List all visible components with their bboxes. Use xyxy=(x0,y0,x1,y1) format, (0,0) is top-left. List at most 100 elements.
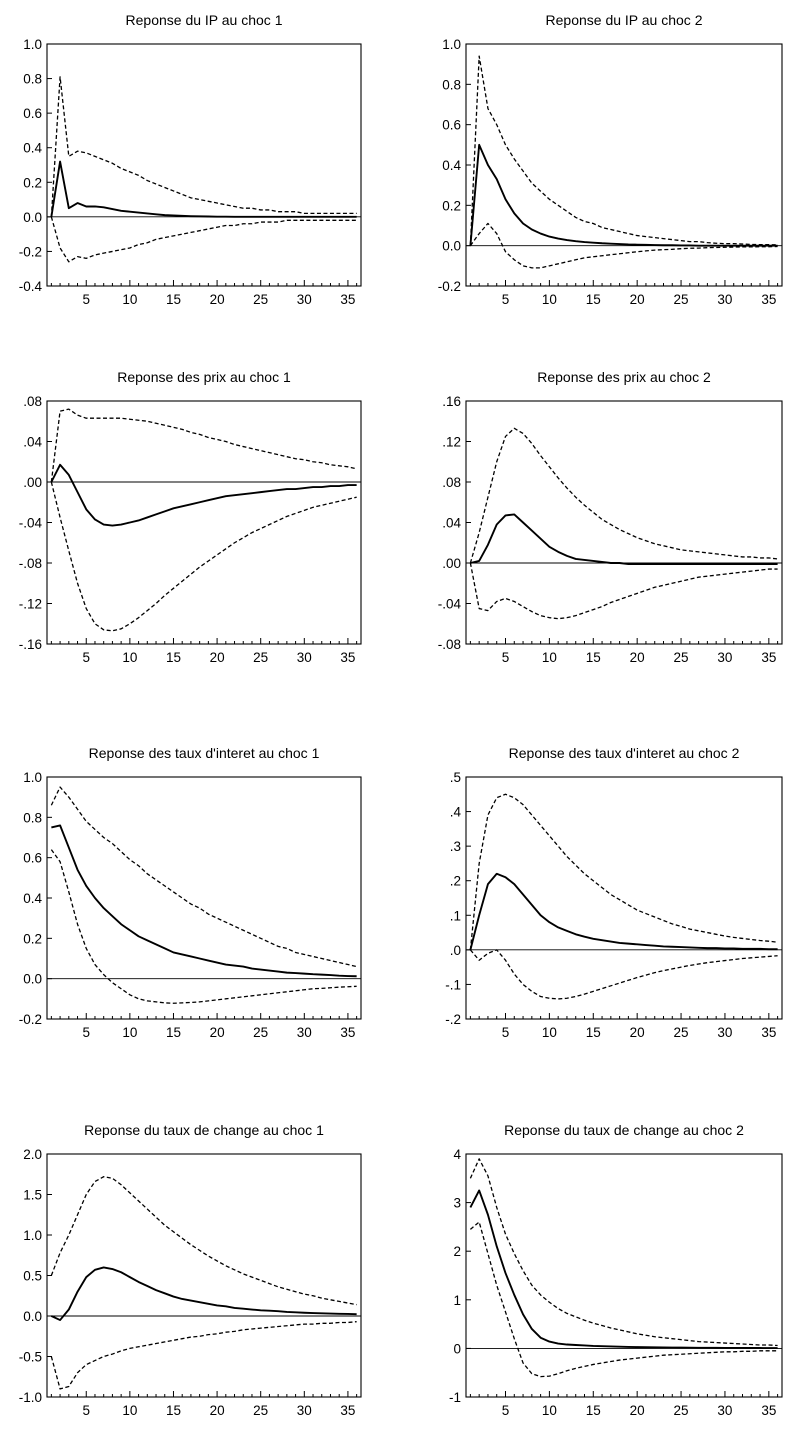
chart-panel-5: Reponse des taux d'interet au choc 1 -0.2… xyxy=(19,745,362,1040)
y-tick-label: .2 xyxy=(450,874,461,889)
x-tick-label: 25 xyxy=(674,650,689,665)
y-tick-label: 3 xyxy=(453,1196,461,1211)
x-tick-label: 10 xyxy=(542,650,557,665)
y-tick-label: .3 xyxy=(450,839,461,854)
x-tick-label: 15 xyxy=(166,1025,181,1040)
confidence-band-line xyxy=(469,949,778,1000)
chart-title: Reponse des prix au choc 2 xyxy=(537,369,711,385)
confidence-band-line xyxy=(469,793,778,950)
confidence-band-line xyxy=(50,1176,357,1306)
y-tick-label: .00 xyxy=(442,556,461,571)
x-tick-label: 5 xyxy=(82,650,90,665)
x-tick-label: 25 xyxy=(253,1403,268,1418)
chart-panel-2: Reponse du IP au choc 2 -0.2 0.0 0.2 0.4 0.6 0… xyxy=(438,12,783,307)
plot-frame xyxy=(465,776,783,1020)
chart-panel-8: Reponse du taux de change au choc 2 -1 0 1 2… xyxy=(449,1122,783,1418)
chart-title: Reponse du IP au choc 1 xyxy=(126,12,283,28)
y-tick-label: -1 xyxy=(449,1390,461,1405)
response-line xyxy=(469,1189,778,1350)
x-tick-label: 35 xyxy=(340,650,355,665)
confidence-band-line xyxy=(469,222,778,269)
y-tick-label: -.16 xyxy=(19,637,42,652)
y-tick-label: -.08 xyxy=(438,637,461,652)
y-tick-label: -1.0 xyxy=(19,1390,42,1405)
confidence-band-line xyxy=(50,849,357,1004)
x-tick-label: 20 xyxy=(630,1403,645,1418)
y-tick-label: -0.4 xyxy=(19,279,43,294)
x-tick-label: 10 xyxy=(122,1025,137,1040)
y-tick-label: -0.5 xyxy=(19,1350,42,1365)
y-tick-label: 1 xyxy=(453,1293,461,1308)
x-tick-label: 20 xyxy=(630,1025,645,1040)
y-tick-label: -.12 xyxy=(19,597,42,612)
y-tick-label: 0.6 xyxy=(23,106,42,121)
y-tick-label: .04 xyxy=(442,516,461,531)
x-tick-label: 30 xyxy=(297,292,312,307)
plot-frame xyxy=(46,43,362,287)
chart-title: Reponse des prix au choc 1 xyxy=(117,369,291,385)
x-tick-label: 5 xyxy=(82,1025,90,1040)
x-tick-label: 35 xyxy=(761,292,776,307)
x-tick-label: 5 xyxy=(82,292,90,307)
y-tick-label: 2 xyxy=(453,1244,461,1259)
y-tick-label: .08 xyxy=(442,475,461,490)
y-tick-label: 0.6 xyxy=(23,851,42,866)
response-line xyxy=(469,143,778,247)
y-tick-label: 0.0 xyxy=(442,239,461,254)
response-line xyxy=(469,872,778,951)
y-tick-label: 0 xyxy=(453,1341,461,1356)
chart-panel-1: Reponse du IP au choc 1 -0.4 -0.2 0.0 0.2 0.4… xyxy=(19,12,362,307)
y-tick-label: 4 xyxy=(453,1147,461,1162)
x-tick-label: 15 xyxy=(586,1025,601,1040)
y-tick-label: -.2 xyxy=(445,1012,461,1027)
y-tick-label: 0.0 xyxy=(23,972,42,987)
confidence-band-line xyxy=(50,76,357,217)
x-tick-label: 5 xyxy=(502,1025,510,1040)
y-tick-label: 0.2 xyxy=(23,931,42,946)
confidence-band-line xyxy=(469,562,778,620)
y-tick-label: -.04 xyxy=(19,516,43,531)
x-tick-label: 15 xyxy=(166,650,181,665)
x-tick-label: 20 xyxy=(630,292,645,307)
confidence-band-line xyxy=(50,1321,357,1390)
y-tick-label: 2.0 xyxy=(23,1147,42,1162)
plot-frame xyxy=(465,1153,783,1398)
chart-title: Reponse des taux d'interet au choc 2 xyxy=(509,745,740,761)
x-tick-label: 10 xyxy=(542,1403,557,1418)
confidence-band-line xyxy=(469,427,778,564)
y-tick-label: 0.0 xyxy=(23,210,42,225)
x-tick-label: 30 xyxy=(297,1403,312,1418)
y-tick-label: 0.2 xyxy=(23,175,42,190)
x-tick-label: 5 xyxy=(502,650,510,665)
x-tick-label: 30 xyxy=(717,292,732,307)
y-tick-label: .5 xyxy=(450,770,461,785)
x-tick-label: 15 xyxy=(586,650,601,665)
chart-panel-4: Reponse des prix au choc 2 -.08 -.04 .00 .04… xyxy=(438,369,783,665)
x-tick-label: 30 xyxy=(717,1025,732,1040)
x-tick-label: 15 xyxy=(166,1403,181,1418)
y-tick-label: 1.5 xyxy=(23,1188,42,1203)
y-tick-label: -0.2 xyxy=(19,1012,42,1027)
response-line xyxy=(50,1266,357,1322)
x-tick-label: 15 xyxy=(586,1403,601,1418)
y-tick-label: .1 xyxy=(450,908,461,923)
y-tick-label: .08 xyxy=(23,394,42,409)
confidence-band-line xyxy=(469,1221,778,1378)
x-tick-label: 35 xyxy=(761,1025,776,1040)
y-tick-label: 0.4 xyxy=(23,891,42,906)
y-tick-label: 0.0 xyxy=(23,1309,42,1324)
y-tick-label: 1.0 xyxy=(23,1228,42,1243)
chart-panel-7: Reponse du taux de change au choc 1 -1.0 -… xyxy=(19,1122,362,1418)
x-tick-label: 35 xyxy=(340,1403,355,1418)
y-tick-label: 0.6 xyxy=(442,118,461,133)
y-tick-label: .12 xyxy=(442,435,461,450)
x-tick-label: 20 xyxy=(630,650,645,665)
y-tick-label: 0.8 xyxy=(23,72,42,87)
x-tick-label: 25 xyxy=(674,292,689,307)
y-tick-label: 1.0 xyxy=(23,37,42,52)
chart-title: Reponse du IP au choc 2 xyxy=(546,12,703,28)
x-tick-label: 25 xyxy=(253,292,268,307)
x-tick-label: 5 xyxy=(82,1403,90,1418)
confidence-band-line xyxy=(50,216,357,263)
